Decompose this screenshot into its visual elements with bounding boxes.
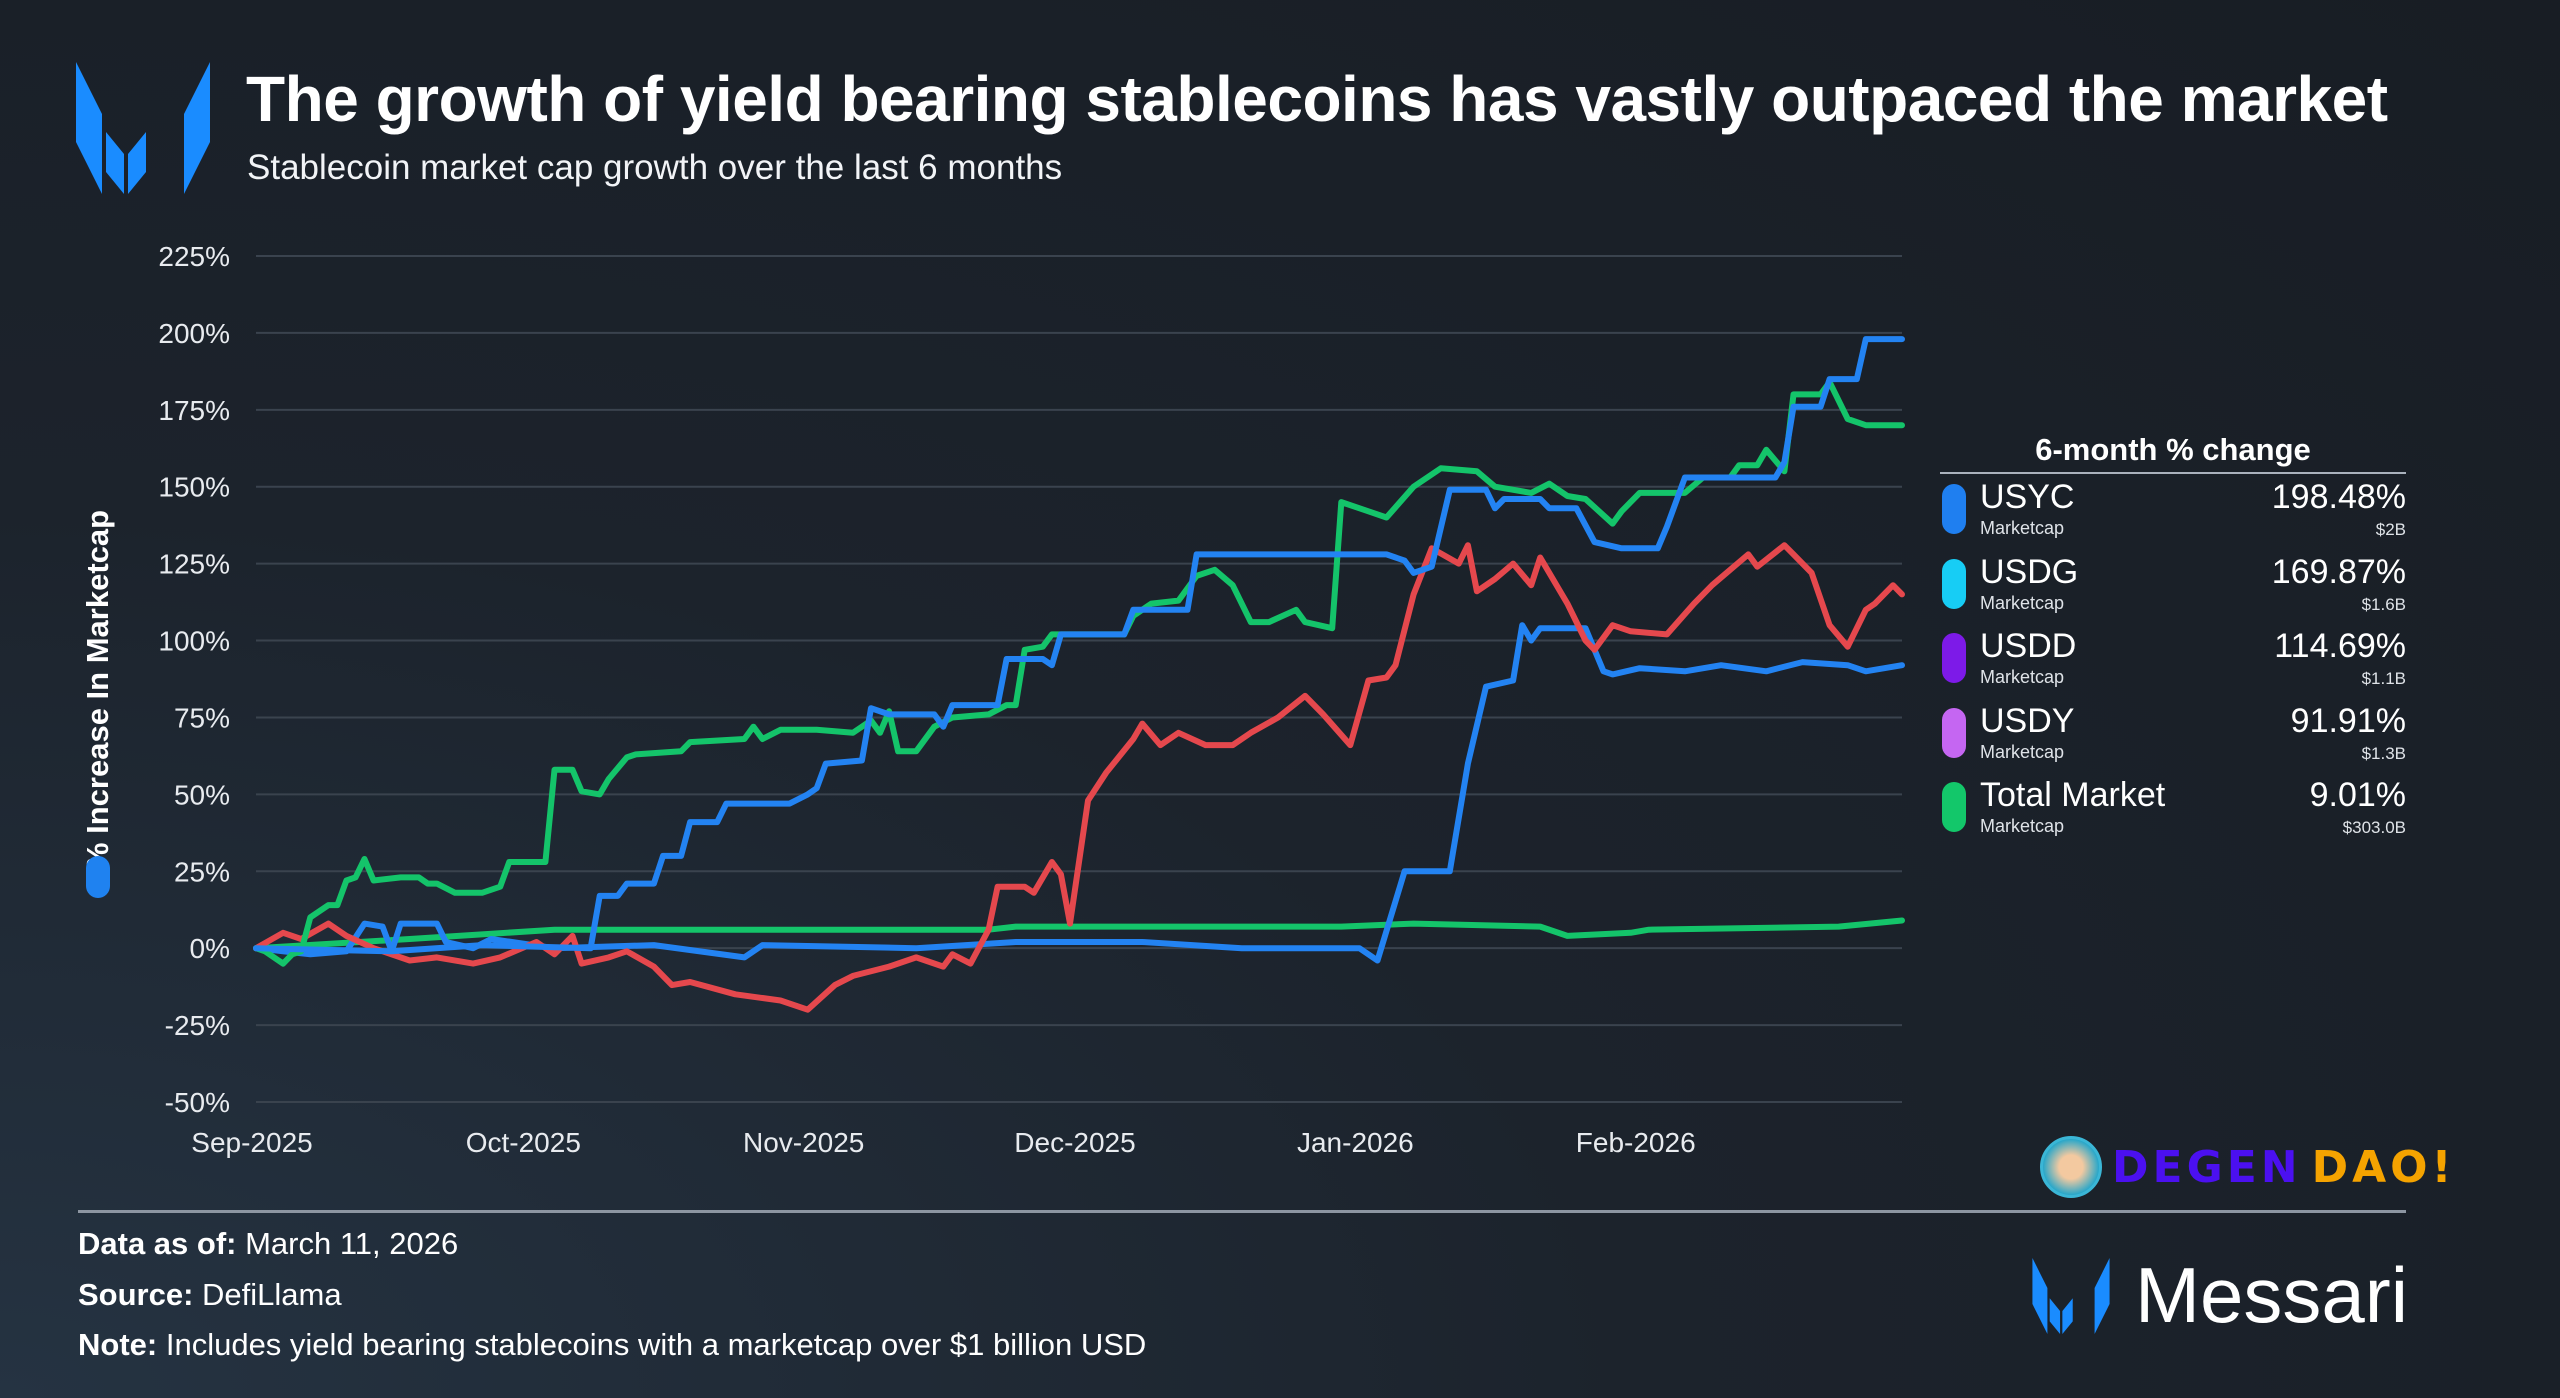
- x-tick-label: Feb-2026: [1576, 1127, 1696, 1158]
- legend-swatch-icon: [1942, 484, 1966, 534]
- y-tick-label: 100%: [158, 626, 230, 657]
- legend-change: 198.48%: [2271, 478, 2406, 516]
- y-axis-marker-icon: [86, 856, 110, 898]
- legend-sub: Marketcap: [1980, 592, 2065, 613]
- y-tick-label: 175%: [158, 395, 230, 426]
- watermark: DEGEN DAO!: [2040, 1136, 2456, 1198]
- legend-item: USDY Marketcap 91.91% $1.3B: [1940, 698, 2406, 773]
- y-tick-label: -50%: [165, 1087, 230, 1118]
- legend-name: USDY: [1980, 701, 2075, 740]
- x-tick-label: Sep-2025: [191, 1127, 312, 1158]
- legend-heading: 6-month % change: [1940, 432, 2406, 474]
- x-tick-label: Dec-2025: [1014, 1127, 1135, 1158]
- watermark-avatar-icon: [2040, 1136, 2102, 1198]
- legend-marketcap: $1.3B: [2361, 743, 2406, 763]
- legend-name: USYC: [1980, 478, 2075, 516]
- watermark-text-degen: DEGEN: [2112, 1141, 2302, 1193]
- messari-wordmark: Messari: [2135, 1251, 2409, 1339]
- legend-swatch-icon: [1942, 707, 1966, 758]
- y-tick-label: 150%: [158, 472, 230, 503]
- legend: 6-month % change USYC Marketcap 198.48% …: [1940, 432, 2406, 847]
- y-tick-label: 225%: [158, 241, 230, 272]
- legend-swatch-icon: [1942, 558, 1966, 609]
- series-line-usdg: [253, 379, 1905, 967]
- legend-name: USDG: [1980, 552, 2079, 591]
- footer-divider: [78, 1210, 2406, 1213]
- legend-change: 9.01%: [2309, 776, 2406, 814]
- legend-sub: Marketcap: [1980, 667, 2065, 687]
- series-line-usyc: [253, 336, 1905, 955]
- legend-marketcap: $1.6B: [2361, 594, 2406, 614]
- chart-title: The growth of yield bearing stablecoins …: [246, 63, 2388, 135]
- note: Note: Includes yield bearing stablecoins…: [78, 1327, 1147, 1362]
- data-as-of: Data as of: March 11, 2026: [78, 1226, 459, 1261]
- messari-logo-icon: [76, 62, 210, 194]
- series-line-usdy: [253, 622, 1905, 964]
- legend-item: USDD Marketcap 114.69% $1.1B: [1940, 623, 2406, 698]
- legend-name: USDD: [1980, 627, 2077, 665]
- legend-marketcap: $1.1B: [2361, 669, 2406, 688]
- legend-change: 91.91%: [2290, 701, 2406, 740]
- legend-sub: Marketcap: [1980, 518, 2065, 538]
- x-tick-label: Nov-2025: [743, 1127, 864, 1158]
- legend-marketcap: $303.0B: [2342, 818, 2406, 837]
- y-tick-label: 0%: [190, 933, 230, 964]
- legend-sub: Marketcap: [1980, 741, 2065, 762]
- y-tick-label: 50%: [174, 779, 230, 810]
- x-tick-label: Oct-2025: [466, 1127, 581, 1158]
- legend-item: USYC Marketcap 198.48% $2B: [1940, 474, 2406, 549]
- series-line-usdd: [253, 542, 1905, 1013]
- legend-marketcap: $2B: [2375, 520, 2406, 539]
- series-line-total-market: [253, 917, 1905, 952]
- legend-swatch-icon: [1942, 782, 1966, 832]
- legend-change: 114.69%: [2274, 627, 2406, 665]
- y-tick-label: 125%: [158, 549, 230, 580]
- legend-item: USDG Marketcap 169.87% $1.6B: [1940, 549, 2406, 624]
- y-axis-title: % Increase In Marketcap: [80, 509, 115, 871]
- legend-sub: Marketcap: [1980, 816, 2065, 836]
- watermark-text-dao: DAO!: [2311, 1141, 2456, 1193]
- legend-name: Total Market: [1980, 776, 2166, 814]
- source: Source: DefiLlama: [78, 1277, 342, 1312]
- y-tick-label: 200%: [158, 318, 230, 349]
- y-tick-label: -25%: [165, 1010, 230, 1041]
- messari-brand-logo-icon: [2032, 1258, 2110, 1334]
- x-tick-label: Jan-2026: [1297, 1127, 1414, 1158]
- y-tick-label: 75%: [174, 702, 230, 733]
- legend-change: 169.87%: [2271, 552, 2406, 591]
- legend-swatch-icon: [1942, 633, 1966, 683]
- legend-item: Total Market Marketcap 9.01% $303.0B: [1940, 772, 2406, 847]
- y-tick-label: 25%: [174, 856, 230, 887]
- chart-subtitle: Stablecoin market cap growth over the la…: [247, 148, 1063, 187]
